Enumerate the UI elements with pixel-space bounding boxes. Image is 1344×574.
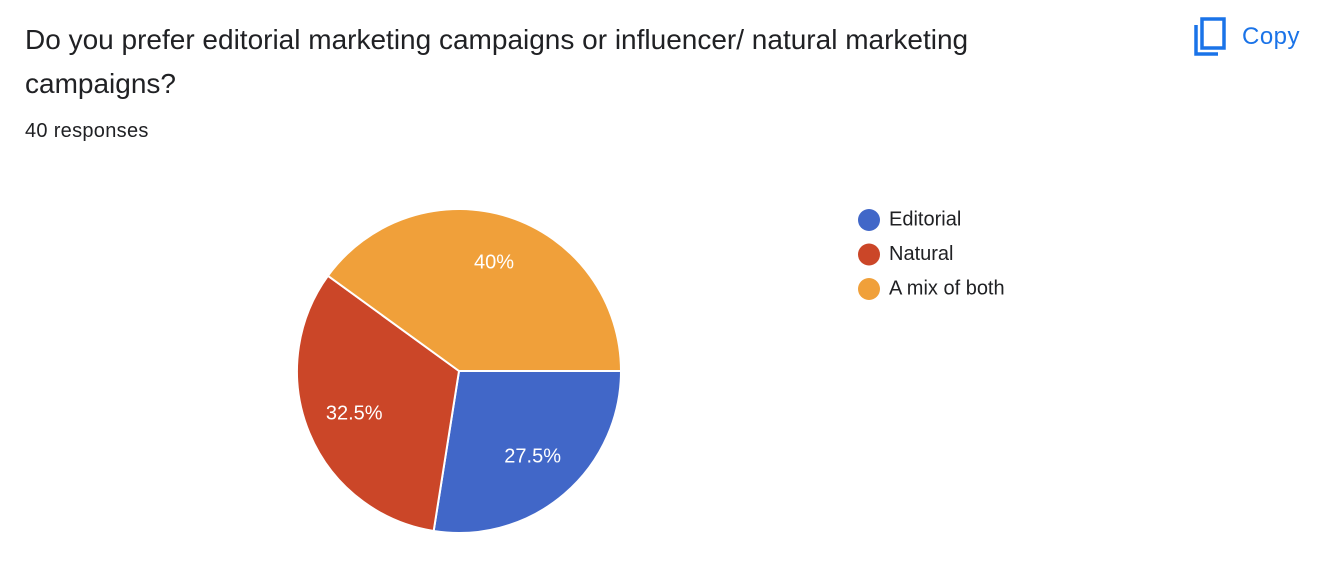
- copy-label: Copy: [1242, 23, 1301, 50]
- pie-slice: [326, 208, 623, 372]
- chart-subtitle: 40 responses: [25, 120, 149, 142]
- legend-label: Natural: [889, 243, 953, 265]
- chart-title: Do you prefer editorial marketing campai…: [25, 24, 969, 99]
- pie-slice: [432, 370, 623, 534]
- legend-swatch: [858, 243, 880, 266]
- slice-label: 40%: [474, 251, 514, 273]
- copy-icon: [1194, 17, 1226, 56]
- slice-label: 27.5%: [504, 446, 561, 468]
- legend-swatch: [858, 209, 880, 231]
- slice-label: 32.5%: [326, 403, 383, 425]
- legend-label: A mix of both: [889, 277, 1005, 299]
- pie-slice: [296, 274, 461, 533]
- legend-swatch: [858, 278, 880, 300]
- legend-label: Editorial: [889, 208, 961, 230]
- copy-button[interactable]: Copy: [1192, 14, 1300, 60]
